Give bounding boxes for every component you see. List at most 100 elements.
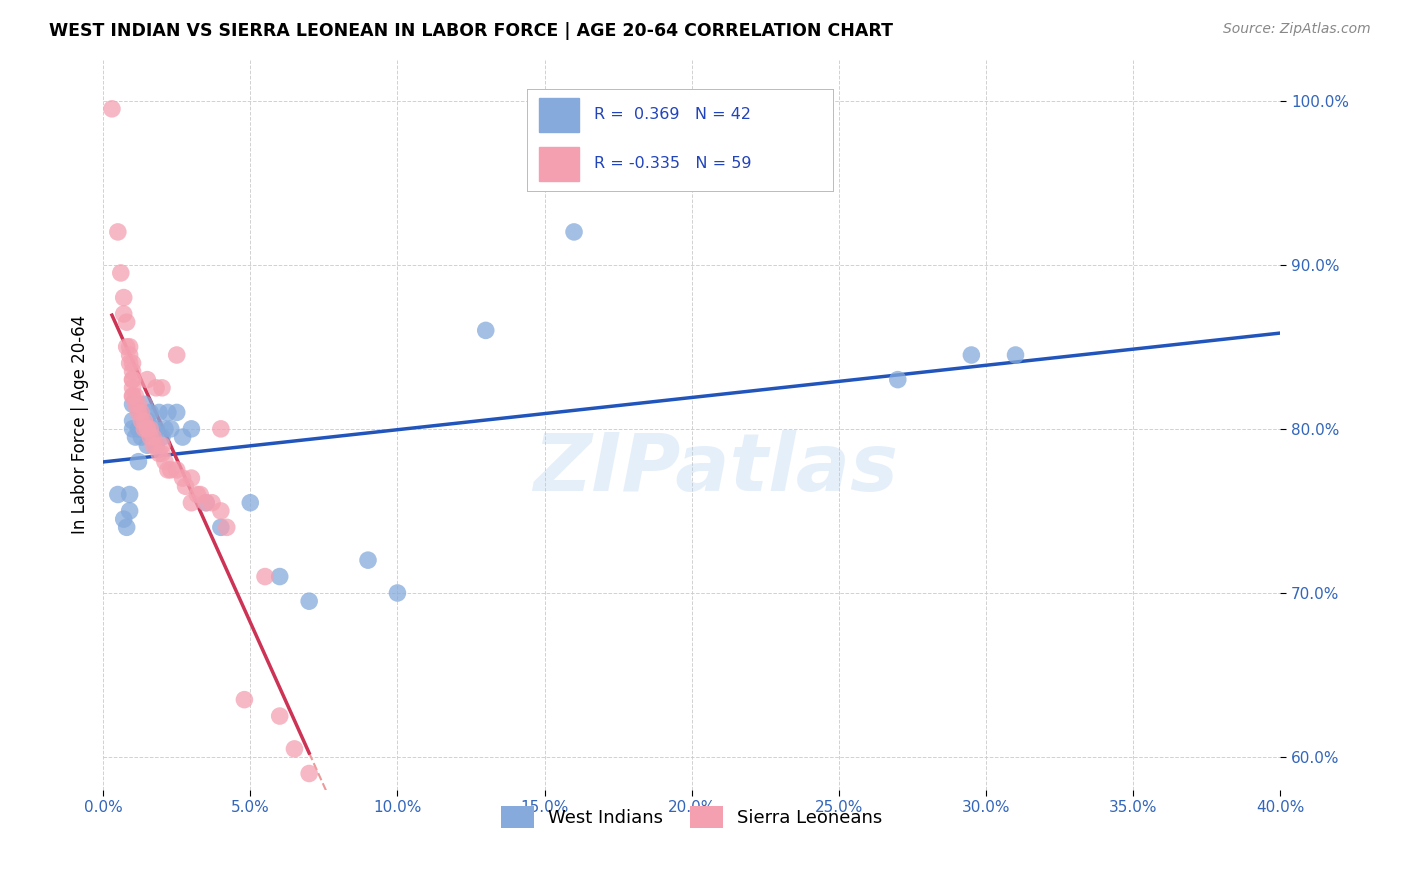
Point xyxy=(139,430,162,444)
Point xyxy=(124,397,146,411)
Point xyxy=(139,405,162,419)
Point xyxy=(209,504,232,518)
Point xyxy=(131,405,153,419)
Point xyxy=(127,397,149,411)
Point xyxy=(121,397,143,411)
Point xyxy=(124,389,146,403)
Point xyxy=(166,348,188,362)
Point xyxy=(474,323,496,337)
Point xyxy=(107,225,129,239)
Point xyxy=(357,553,380,567)
Point xyxy=(195,496,218,510)
Point xyxy=(115,520,138,534)
Point xyxy=(139,422,162,436)
Point xyxy=(166,463,188,477)
Point xyxy=(180,471,202,485)
Point xyxy=(172,471,194,485)
Point xyxy=(153,422,176,436)
Point xyxy=(118,356,141,370)
Point xyxy=(101,102,124,116)
Point xyxy=(145,438,167,452)
Point xyxy=(131,405,153,419)
Point xyxy=(121,373,143,387)
Point xyxy=(136,414,159,428)
Point xyxy=(121,356,143,370)
Point xyxy=(150,430,173,444)
Point xyxy=(136,438,159,452)
Point xyxy=(121,373,143,387)
Point xyxy=(118,504,141,518)
Point xyxy=(131,430,153,444)
Point xyxy=(136,422,159,436)
Y-axis label: In Labor Force | Age 20-64: In Labor Force | Age 20-64 xyxy=(72,315,89,534)
Point xyxy=(159,463,181,477)
Point xyxy=(174,479,197,493)
Point xyxy=(1004,348,1026,362)
Point xyxy=(269,709,291,723)
Point xyxy=(124,430,146,444)
Legend: West Indians, Sierra Leoneans: West Indians, Sierra Leoneans xyxy=(494,799,890,836)
Point xyxy=(121,422,143,436)
Point xyxy=(180,496,202,510)
Point xyxy=(148,405,170,419)
Point xyxy=(131,414,153,428)
Point xyxy=(209,422,232,436)
Point xyxy=(118,348,141,362)
Text: Source: ZipAtlas.com: Source: ZipAtlas.com xyxy=(1223,22,1371,37)
Point xyxy=(159,422,181,436)
Point xyxy=(115,315,138,329)
Point xyxy=(142,438,165,452)
Point xyxy=(269,569,291,583)
Point xyxy=(121,389,143,403)
Point xyxy=(186,487,208,501)
Point xyxy=(127,455,149,469)
Point xyxy=(153,455,176,469)
Point xyxy=(139,422,162,436)
Text: ZIPatlas: ZIPatlas xyxy=(533,430,898,508)
Point xyxy=(136,422,159,436)
Point xyxy=(960,348,983,362)
Point xyxy=(134,414,156,428)
Point xyxy=(239,496,262,510)
Point xyxy=(298,594,321,608)
Point xyxy=(887,373,910,387)
Point xyxy=(134,422,156,436)
Point xyxy=(150,438,173,452)
Point xyxy=(156,405,179,419)
Point xyxy=(107,487,129,501)
Point xyxy=(134,397,156,411)
Point xyxy=(283,742,305,756)
Point xyxy=(134,422,156,436)
Point xyxy=(115,340,138,354)
Point xyxy=(298,766,321,780)
Point xyxy=(253,569,276,583)
Point xyxy=(150,381,173,395)
Point xyxy=(145,422,167,436)
Point xyxy=(121,381,143,395)
Point xyxy=(112,291,135,305)
Point xyxy=(142,430,165,444)
Point xyxy=(121,414,143,428)
Point xyxy=(233,692,256,706)
Point xyxy=(136,373,159,387)
Point xyxy=(172,430,194,444)
Point xyxy=(387,586,409,600)
Point xyxy=(195,496,218,510)
Point xyxy=(142,422,165,436)
Point xyxy=(148,446,170,460)
Point xyxy=(118,487,141,501)
Point xyxy=(562,225,585,239)
Point xyxy=(145,381,167,395)
Point xyxy=(201,496,224,510)
Point xyxy=(166,405,188,419)
Point xyxy=(121,389,143,403)
Text: WEST INDIAN VS SIERRA LEONEAN IN LABOR FORCE | AGE 20-64 CORRELATION CHART: WEST INDIAN VS SIERRA LEONEAN IN LABOR F… xyxy=(49,22,893,40)
Point xyxy=(188,487,211,501)
Point xyxy=(110,266,132,280)
Point xyxy=(127,422,149,436)
Point xyxy=(215,520,238,534)
Point xyxy=(145,438,167,452)
Point xyxy=(180,422,202,436)
Point xyxy=(112,307,135,321)
Point xyxy=(209,520,232,534)
